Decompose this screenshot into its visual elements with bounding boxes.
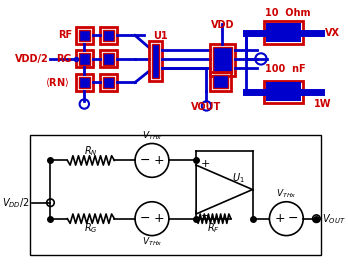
Text: $V_{DD}/2$: $V_{DD}/2$	[2, 196, 30, 210]
Bar	[266, 23, 301, 42]
Text: U1: U1	[153, 31, 167, 41]
Text: $R_G$: $R_G$	[84, 221, 98, 235]
Text: VX: VX	[325, 28, 340, 38]
Bar	[79, 53, 90, 65]
Text: −: −	[140, 212, 151, 225]
Bar	[264, 80, 303, 103]
Bar	[210, 44, 235, 76]
Text: $R_N$: $R_N$	[84, 144, 98, 158]
Bar	[76, 74, 93, 91]
Bar	[103, 53, 114, 65]
Text: +: +	[275, 212, 285, 225]
Bar	[210, 72, 231, 91]
Text: RF: RF	[58, 31, 72, 40]
Text: $V_{THx}$: $V_{THx}$	[142, 236, 162, 248]
Bar	[79, 30, 90, 41]
Text: 100  nF: 100 nF	[265, 64, 305, 74]
Bar	[103, 77, 114, 88]
Bar	[264, 21, 303, 44]
Bar	[213, 47, 232, 73]
Text: VDD/2: VDD/2	[15, 54, 49, 64]
Text: −: −	[288, 212, 298, 225]
Bar	[103, 30, 114, 41]
Text: 10  Ohm: 10 Ohm	[265, 8, 310, 18]
Text: $V_{THx}$: $V_{THx}$	[276, 188, 296, 201]
Bar	[266, 82, 301, 101]
Bar	[76, 27, 93, 44]
Bar	[100, 74, 117, 91]
Bar	[213, 75, 228, 88]
Text: VDD: VDD	[211, 21, 234, 31]
Text: RG: RG	[57, 54, 72, 64]
Text: −: −	[140, 154, 151, 167]
Text: −: −	[201, 211, 210, 221]
Text: $R_F$: $R_F$	[207, 221, 219, 235]
Bar	[152, 44, 159, 78]
Text: VOUT: VOUT	[191, 102, 222, 112]
Text: $\langle$RN$\rangle$: $\langle$RN$\rangle$	[45, 76, 69, 89]
Text: 1W: 1W	[314, 99, 331, 109]
Text: $U_1$: $U_1$	[232, 171, 245, 185]
Bar	[79, 77, 90, 88]
Text: +: +	[153, 154, 164, 167]
Bar	[30, 135, 321, 255]
Text: +: +	[201, 159, 210, 169]
Bar	[100, 50, 117, 68]
Bar	[100, 27, 117, 44]
Bar	[149, 41, 162, 80]
Bar	[76, 50, 93, 68]
Text: $V_{THx}$: $V_{THx}$	[142, 130, 162, 142]
Text: $V_{OUT}$: $V_{OUT}$	[322, 212, 346, 225]
Text: +: +	[153, 212, 164, 225]
